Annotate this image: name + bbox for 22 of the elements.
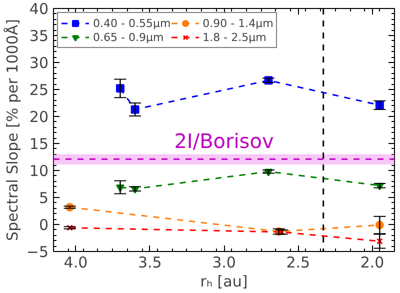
x-tick-label: 2.0 [360,254,384,272]
y-tick-label: −5 [26,243,49,261]
y-tick-label: 20 [29,108,49,126]
x-tick-label: 4.0 [64,254,88,272]
y-tick-label: 10 [29,162,49,180]
x-tick-label: 2.5 [286,254,310,272]
legend-label: 1.8 - 2.5μm [202,30,266,44]
legend-label: 0.65 - 0.9μm [93,30,164,44]
y-tick-label: 5 [38,189,49,207]
y-tick-label: 40 [29,0,49,18]
x-tick-label: 3.0 [212,254,236,272]
y-tick-label: 35 [29,27,49,45]
y-tick-label: 0 [38,216,49,234]
legend-label: 0.90 - 1.4μm [202,16,274,30]
y-tick-label: 25 [29,81,49,99]
y-tick-label: 30 [29,54,49,72]
x-tick-label: 3.5 [138,254,162,272]
y-tick-label: 15 [29,135,49,153]
legend-label: 0.40 - 0.55μm [93,16,171,30]
ref-line-label: 2I/Borisov [174,129,274,154]
x-axis-title: rₕ [au] [200,272,248,290]
y-axis-title: Spectral Slope [% per 1000Å] [3,19,22,241]
